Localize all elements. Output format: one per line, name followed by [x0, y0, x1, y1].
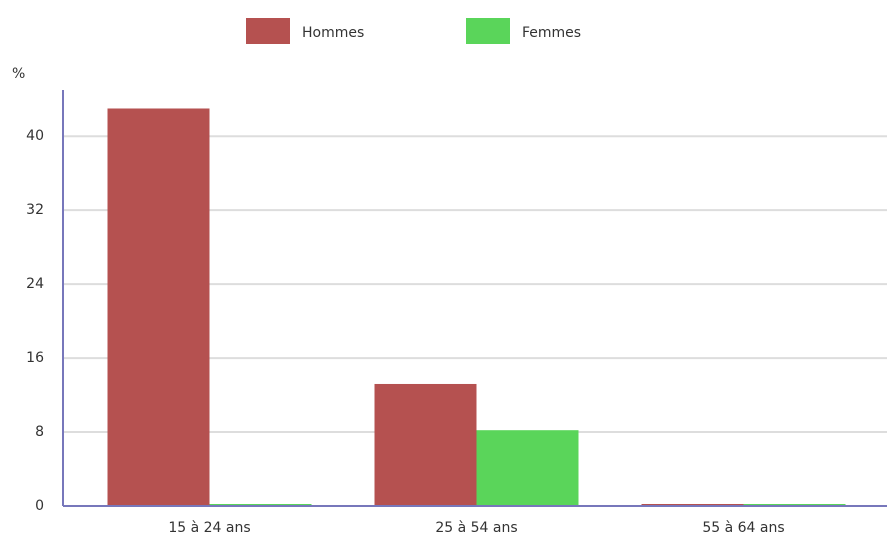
- x-tick-label: 55 à 64 ans: [702, 520, 784, 536]
- y-tick-label: 32: [26, 202, 44, 218]
- y-tick-label: 16: [26, 350, 44, 366]
- legend-label: Femmes: [522, 25, 581, 41]
- x-tick-label: 15 à 24 ans: [168, 520, 250, 536]
- legend-label: Hommes: [302, 25, 364, 41]
- bar: [476, 430, 579, 506]
- y-tick-label: 24: [26, 276, 44, 292]
- y-axis-label: %: [12, 66, 25, 82]
- bar: [107, 108, 210, 506]
- y-tick-label: 8: [35, 424, 44, 440]
- legend-swatch: [466, 18, 510, 44]
- bar: [374, 383, 477, 506]
- legend-swatch: [246, 18, 290, 44]
- x-tick-label: 25 à 54 ans: [435, 520, 517, 536]
- y-tick-label: 0: [35, 498, 44, 514]
- y-tick-label: 40: [26, 128, 44, 144]
